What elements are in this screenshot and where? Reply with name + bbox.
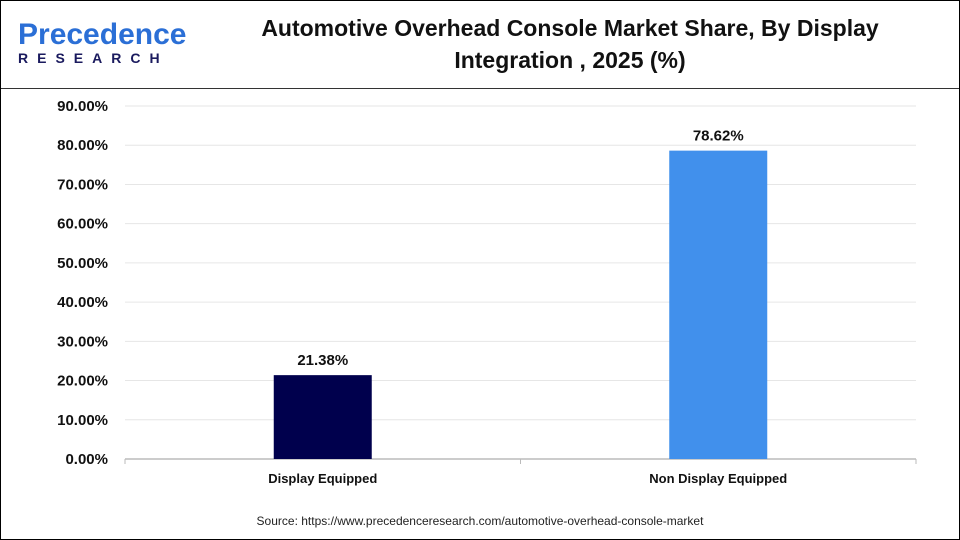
source-note: Source: https://www.precedenceresearch.c… xyxy=(256,514,704,528)
x-tick-label: Non Display Equipped xyxy=(649,471,787,486)
bar xyxy=(273,375,372,459)
y-tick-label: 90.00% xyxy=(57,98,108,115)
logo-text: recedence xyxy=(38,18,187,51)
y-tick-label: 40.00% xyxy=(57,294,108,311)
y-tick-label: 70.00% xyxy=(57,176,108,193)
y-tick-label: 80.00% xyxy=(57,137,108,154)
logo-initial: P xyxy=(18,18,39,51)
logo-subtext: RESEARCH xyxy=(18,50,169,66)
data-label: 78.62% xyxy=(693,128,744,145)
x-tick-label: Display Equipped xyxy=(268,471,377,486)
y-tick-label: 20.00% xyxy=(57,373,108,390)
bar xyxy=(669,150,768,459)
y-tick-label: 50.00% xyxy=(57,255,108,272)
y-tick-label: 0.00% xyxy=(65,451,108,468)
y-tick-label: 10.00% xyxy=(57,412,108,429)
chart-title: Automotive Overhead Console Market Share… xyxy=(261,15,879,73)
y-tick-label: 30.00% xyxy=(57,333,108,350)
y-tick-label: 60.00% xyxy=(57,216,108,233)
data-label: 21.38% xyxy=(297,352,348,369)
logo: Precedence RESEARCH xyxy=(18,18,187,67)
header-divider xyxy=(1,88,959,89)
